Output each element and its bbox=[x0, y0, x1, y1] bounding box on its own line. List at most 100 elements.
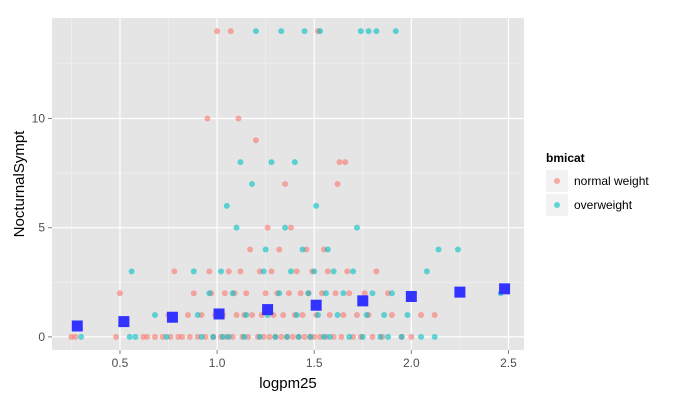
point-normal-weight bbox=[340, 312, 347, 319]
point-overweight bbox=[252, 28, 259, 35]
point-overweight bbox=[340, 290, 347, 297]
point-overweight bbox=[398, 333, 405, 340]
legend-label-overweight: overweight bbox=[574, 198, 633, 212]
point-overweight bbox=[217, 268, 224, 275]
point-normal-weight bbox=[243, 290, 250, 297]
point-overweight bbox=[357, 28, 364, 35]
point-normal-weight bbox=[344, 268, 351, 275]
point-overweight bbox=[423, 268, 430, 275]
point-normal-weight bbox=[282, 181, 289, 187]
x-tick-label: 1.5 bbox=[306, 356, 323, 370]
trend-marker bbox=[118, 316, 130, 328]
point-overweight bbox=[307, 333, 314, 340]
point-normal-weight bbox=[408, 333, 415, 340]
point-normal-weight bbox=[268, 268, 275, 275]
point-overweight bbox=[317, 28, 324, 35]
point-overweight bbox=[324, 246, 331, 253]
point-normal-weight bbox=[190, 290, 197, 297]
point-normal-weight bbox=[247, 246, 254, 253]
point-overweight bbox=[249, 181, 256, 187]
point-normal-weight bbox=[336, 159, 343, 166]
point-overweight bbox=[326, 333, 333, 340]
y-tick-label: 10 bbox=[32, 111, 46, 125]
trend-marker bbox=[213, 308, 225, 320]
point-overweight bbox=[353, 224, 360, 231]
point-normal-weight bbox=[342, 159, 349, 166]
point-overweight bbox=[128, 268, 135, 275]
point-normal-weight bbox=[332, 290, 339, 297]
point-normal-weight bbox=[262, 290, 269, 297]
point-normal-weight bbox=[369, 333, 376, 340]
point-overweight bbox=[243, 312, 250, 319]
point-normal-weight bbox=[326, 312, 333, 319]
trend-marker bbox=[262, 304, 274, 316]
point-overweight bbox=[272, 333, 279, 340]
point-overweight bbox=[132, 333, 139, 340]
point-overweight bbox=[418, 333, 425, 340]
point-normal-weight bbox=[285, 290, 292, 297]
point-normal-weight bbox=[287, 224, 294, 231]
point-overweight bbox=[330, 268, 337, 275]
minor-gridlines bbox=[52, 18, 524, 350]
point-overweight bbox=[225, 333, 232, 340]
point-normal-weight bbox=[206, 268, 213, 275]
point-normal-weight bbox=[151, 333, 158, 340]
point-normal-weight bbox=[346, 290, 353, 297]
point-overweight bbox=[313, 202, 320, 209]
point-overweight bbox=[126, 333, 133, 340]
point-normal-weight bbox=[171, 268, 178, 275]
point-overweight bbox=[206, 290, 213, 297]
point-normal-weight bbox=[221, 290, 228, 297]
point-overweight bbox=[350, 268, 357, 275]
point-overweight bbox=[284, 333, 291, 340]
point-normal-weight bbox=[227, 28, 234, 35]
legend-marker-normal-weight bbox=[554, 178, 560, 184]
point-overweight bbox=[299, 246, 306, 253]
trend-marker bbox=[454, 286, 466, 298]
point-normal-weight bbox=[179, 333, 186, 340]
point-normal-weight bbox=[299, 312, 306, 319]
x-tick-label: 0.5 bbox=[112, 356, 129, 370]
point-overweight bbox=[237, 159, 244, 166]
point-normal-weight bbox=[233, 312, 240, 319]
point-overweight bbox=[190, 268, 197, 275]
point-normal-weight bbox=[361, 290, 368, 297]
point-overweight bbox=[359, 333, 366, 340]
point-overweight bbox=[301, 28, 308, 35]
point-normal-weight bbox=[225, 268, 232, 275]
point-normal-weight bbox=[297, 290, 304, 297]
point-overweight bbox=[404, 312, 411, 319]
point-overweight bbox=[392, 28, 399, 35]
point-overweight bbox=[223, 202, 230, 209]
point-overweight bbox=[388, 290, 395, 297]
point-normal-weight bbox=[431, 312, 438, 319]
x-tick-label: 2.5 bbox=[500, 356, 517, 370]
point-overweight bbox=[381, 312, 388, 319]
point-overweight bbox=[256, 333, 263, 340]
point-normal-weight bbox=[184, 312, 191, 319]
point-overweight bbox=[373, 28, 380, 35]
point-normal-weight bbox=[214, 28, 221, 35]
point-overweight bbox=[369, 290, 376, 297]
point-normal-weight bbox=[278, 333, 285, 340]
trend-marker bbox=[405, 290, 417, 302]
point-overweight bbox=[262, 246, 269, 253]
point-overweight bbox=[334, 312, 341, 319]
x-tick-label: 2.0 bbox=[403, 356, 420, 370]
point-overweight bbox=[260, 268, 267, 275]
point-overweight bbox=[385, 333, 392, 340]
point-overweight bbox=[241, 333, 248, 340]
point-overweight bbox=[311, 268, 318, 275]
trend-marker bbox=[310, 299, 322, 311]
point-overweight bbox=[315, 312, 322, 319]
point-overweight bbox=[151, 312, 158, 319]
point-overweight bbox=[287, 268, 294, 275]
x-tick-label: 1.0 bbox=[209, 356, 226, 370]
point-normal-weight bbox=[235, 115, 242, 122]
point-normal-weight bbox=[237, 268, 244, 275]
y-axis-title: NocturnalSympt bbox=[11, 130, 28, 238]
point-normal-weight bbox=[266, 333, 273, 340]
point-normal-weight bbox=[324, 268, 331, 275]
data-points bbox=[68, 28, 504, 340]
